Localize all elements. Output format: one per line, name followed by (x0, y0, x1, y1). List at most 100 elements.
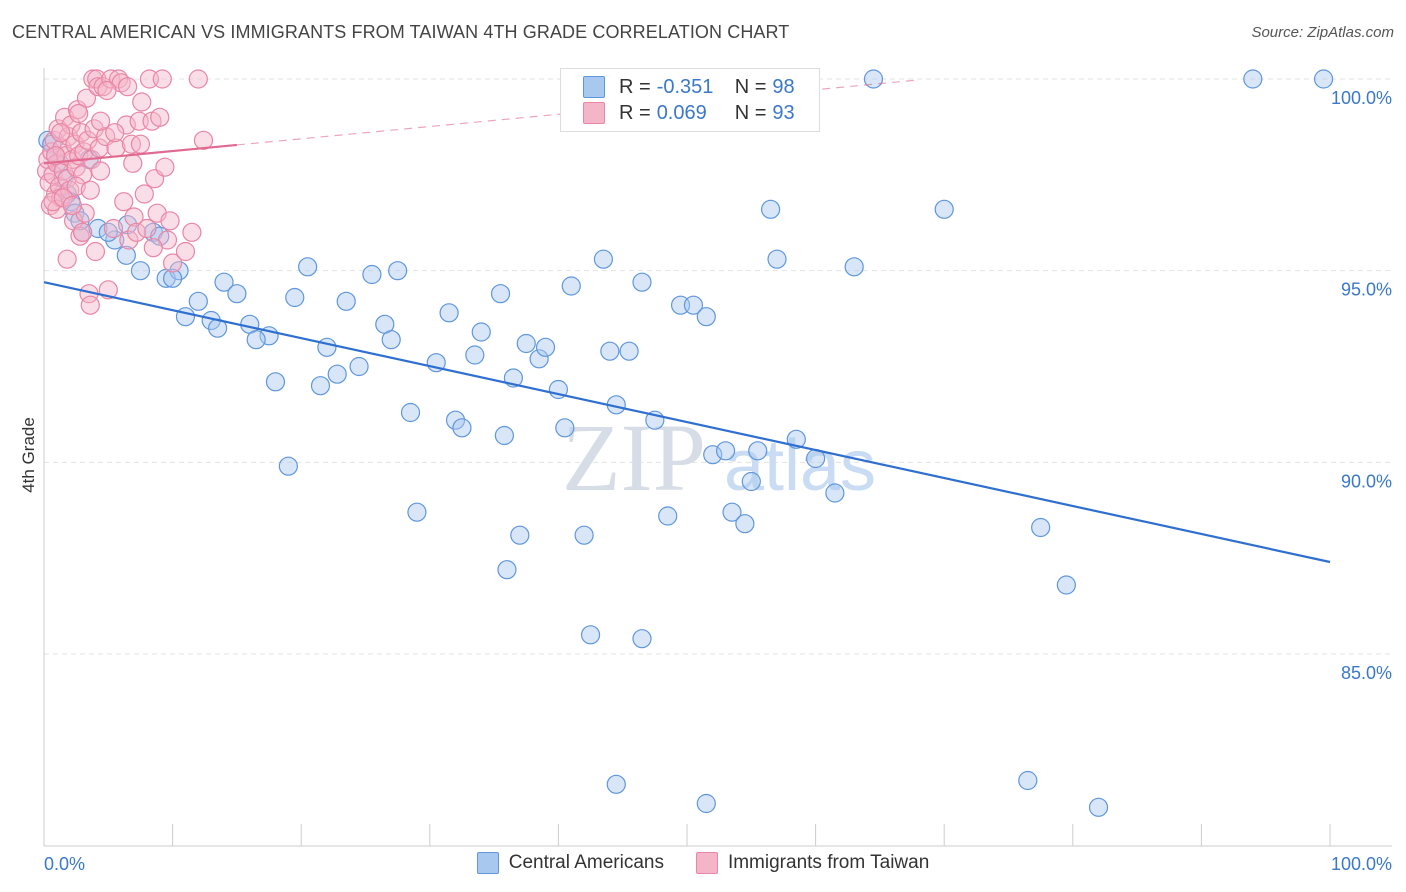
data-point (285, 287, 305, 308)
data-point (1056, 575, 1076, 595)
axes-layer (43, 68, 1392, 847)
x-tick-label: 0.0% (44, 854, 85, 874)
data-point (193, 130, 214, 150)
legend-item-taiwan[interactable]: Immigrants from Taiwan (695, 852, 930, 874)
data-point (336, 291, 356, 311)
legend-item-central-americans[interactable]: Central Americans (476, 852, 664, 874)
data-point (619, 341, 639, 361)
data-point (535, 337, 556, 357)
data-point (471, 322, 491, 342)
data-point (1018, 770, 1038, 791)
x-tick-label: 100.0% (1331, 854, 1392, 874)
data-point (43, 165, 63, 185)
data-point (126, 222, 147, 242)
data-point (516, 333, 536, 354)
n-label: N = (734, 101, 767, 124)
data-point (169, 261, 189, 281)
legend-swatch-blue (583, 76, 605, 98)
data-point (748, 441, 768, 461)
chart-title: CENTRAL AMERICAN VS IMMIGRANTS FROM TAIW… (12, 22, 790, 42)
data-point (123, 153, 143, 173)
data-point (98, 222, 118, 242)
data-point (400, 402, 421, 423)
data-point (362, 264, 382, 285)
data-point (74, 142, 94, 162)
data-point (1088, 797, 1109, 817)
data-point (465, 345, 485, 365)
data-point (703, 445, 723, 465)
data-point (134, 184, 154, 204)
data-point (155, 157, 175, 177)
y-axis-label: 4th Grade (19, 417, 38, 493)
data-point (741, 471, 761, 492)
grid-layer (44, 78, 1392, 655)
watermark-zip: ZIP (562, 404, 706, 511)
data-point (160, 211, 180, 231)
data-point (497, 560, 517, 580)
data-point (510, 525, 530, 545)
data-point (72, 165, 93, 185)
data-point (85, 241, 106, 262)
data-point (760, 199, 781, 219)
data-point (580, 625, 601, 645)
data-point (494, 425, 514, 446)
data-point (124, 207, 144, 227)
data-point (388, 261, 408, 281)
data-point (69, 103, 89, 124)
legend-swatch-pink (583, 102, 605, 124)
data-point (80, 180, 100, 200)
data-point (163, 268, 183, 288)
data-point (57, 249, 77, 269)
data-point (101, 69, 121, 89)
data-point (317, 337, 337, 357)
data-point (593, 249, 614, 269)
data-point (105, 123, 125, 143)
data-point (97, 80, 117, 101)
r-value: -0.351 (656, 75, 714, 98)
y-tick-label: 90.0% (1341, 471, 1392, 491)
data-point (1031, 517, 1051, 538)
y-tick-label: 100.0% (1331, 88, 1392, 108)
stats-row-central-americans: R = -0.351 N = 98 (583, 74, 795, 100)
r-label: R = (619, 75, 651, 98)
data-point (143, 238, 163, 258)
data-point (80, 295, 100, 315)
data-point (116, 115, 136, 135)
data-point (1313, 69, 1334, 89)
data-point (327, 364, 347, 384)
data-point (119, 230, 139, 250)
data-point (117, 77, 138, 97)
r-label: R = (619, 101, 651, 124)
data-point (90, 111, 111, 131)
data-point (844, 257, 864, 277)
stats-legend: R = -0.351 N = 98 R = 0.069 N = 93 (560, 68, 820, 132)
data-point (439, 303, 459, 323)
data-point (381, 330, 401, 350)
watermark-atlas: atlas (724, 426, 876, 506)
data-point (632, 629, 652, 649)
data-point (93, 77, 113, 97)
legend-swatch-pink (695, 852, 718, 874)
legend-label: Immigrants from Taiwan (727, 852, 930, 873)
labels-layer: 85.0% 90.0% 95.0% 100.0% 0.0% 100.0% 4th Grade (19, 88, 1392, 874)
data-point (227, 284, 247, 304)
data-point (130, 261, 151, 281)
data-point (246, 330, 266, 350)
y-tick-label: 95.0% (1341, 280, 1392, 300)
data-point (600, 341, 620, 361)
data-point (574, 525, 594, 545)
data-point (62, 195, 82, 216)
data-point (175, 307, 196, 327)
data-point (490, 284, 511, 304)
data-point (767, 249, 787, 269)
n-label: N = (734, 75, 767, 98)
data-point (78, 130, 98, 150)
data-point (934, 199, 954, 219)
r-value: 0.069 (656, 101, 707, 124)
data-point (71, 123, 91, 143)
data-point (182, 222, 202, 242)
data-point (214, 272, 234, 292)
series-taiwan (36, 69, 214, 315)
series-legend: Central Americans Immigrants from Taiwan (0, 852, 1406, 874)
